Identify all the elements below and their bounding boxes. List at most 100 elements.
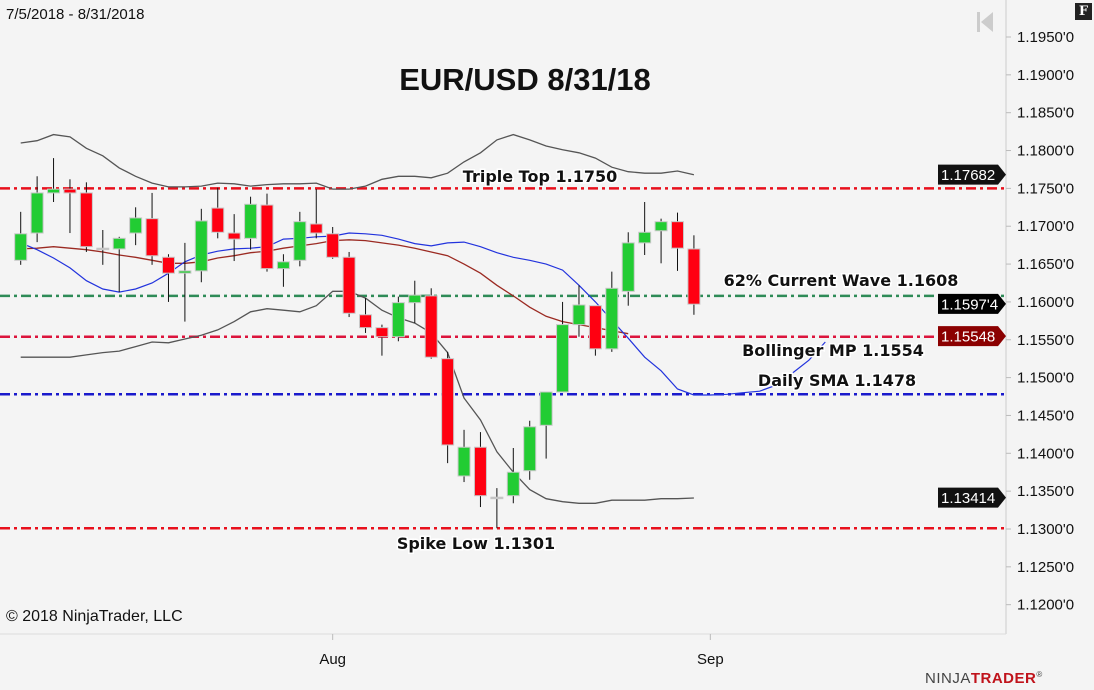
candle-body bbox=[211, 207, 225, 233]
candle bbox=[654, 218, 668, 264]
candle bbox=[260, 193, 274, 272]
candle bbox=[375, 324, 389, 356]
candle-body bbox=[14, 233, 28, 261]
y-tick-label: 1.1900'0 bbox=[1017, 67, 1074, 84]
candle-body bbox=[375, 327, 389, 338]
candle bbox=[359, 298, 373, 333]
candle-body bbox=[473, 446, 487, 497]
candle-body bbox=[342, 256, 356, 314]
price-marker bbox=[938, 487, 1006, 508]
y-tick-label: 1.1850'0 bbox=[1017, 105, 1074, 122]
price-marker-label: 1.1597'4 bbox=[941, 296, 998, 313]
price-marker-label: 1.15548 bbox=[941, 329, 995, 346]
candle bbox=[391, 296, 405, 342]
candle bbox=[506, 447, 520, 504]
level-label: Spike Low 1.1301 bbox=[397, 534, 555, 553]
candle-body bbox=[539, 391, 553, 426]
candle-body bbox=[194, 220, 208, 272]
candle bbox=[30, 176, 44, 243]
candle bbox=[621, 232, 635, 306]
y-tick-label: 1.1200'0 bbox=[1017, 597, 1074, 614]
candle-body bbox=[490, 496, 504, 500]
y-tick-label: 1.1650'0 bbox=[1017, 256, 1074, 273]
date-range: 7/5/2018 - 8/31/2018 bbox=[6, 6, 145, 23]
candle-body bbox=[309, 223, 323, 234]
candle bbox=[227, 214, 241, 262]
candle-body bbox=[260, 204, 274, 270]
logo-text-ninja: NINJA bbox=[925, 670, 971, 687]
price-marker-label: 1.13414 bbox=[941, 490, 995, 507]
candle bbox=[96, 230, 110, 265]
candle-body bbox=[638, 231, 652, 244]
candle bbox=[490, 488, 504, 529]
candle bbox=[112, 236, 126, 293]
candle bbox=[129, 207, 143, 246]
candle bbox=[441, 351, 455, 464]
candle bbox=[79, 182, 93, 252]
price-marker-label: 1.17682 bbox=[941, 167, 995, 184]
level-label: Triple Top 1.1750 bbox=[463, 167, 617, 186]
candle bbox=[523, 420, 537, 480]
candle-body bbox=[523, 426, 537, 472]
candle bbox=[293, 211, 307, 267]
candle bbox=[194, 208, 208, 283]
y-tick-label: 1.1300'0 bbox=[1017, 521, 1074, 538]
candle-body bbox=[588, 305, 602, 350]
f-button[interactable]: F bbox=[1075, 3, 1092, 20]
candle-body bbox=[326, 233, 340, 258]
candle bbox=[539, 391, 553, 459]
candle bbox=[145, 192, 159, 265]
candle bbox=[473, 432, 487, 508]
candle-body bbox=[112, 237, 126, 250]
candle-body bbox=[556, 324, 570, 393]
candle bbox=[47, 158, 61, 203]
candle-body bbox=[178, 270, 192, 274]
candle-body bbox=[424, 295, 438, 358]
candle bbox=[276, 254, 290, 287]
candle-body bbox=[605, 287, 619, 350]
copyright: © 2018 NinjaTrader, LLC bbox=[6, 608, 183, 625]
candle bbox=[605, 271, 619, 352]
candle bbox=[14, 211, 28, 265]
candle bbox=[63, 179, 77, 234]
candle-body bbox=[441, 358, 455, 446]
upper-band-line bbox=[20, 133, 695, 190]
candle-body bbox=[293, 221, 307, 261]
candle bbox=[342, 251, 356, 318]
candle-body bbox=[161, 256, 175, 274]
candle bbox=[161, 254, 175, 302]
logo-text-trader: TRADER bbox=[970, 670, 1037, 687]
candle bbox=[638, 202, 652, 255]
x-axis-ticks: Aug Sep bbox=[319, 634, 724, 668]
level-label: Bollinger MP 1.1554 bbox=[742, 341, 924, 360]
level-annotations: Triple Top 1.1750 62% Current Wave 1.1608… bbox=[395, 166, 960, 555]
y-tick-label: 1.1950'0 bbox=[1017, 29, 1074, 46]
candle bbox=[556, 301, 570, 393]
candle-body bbox=[79, 192, 93, 248]
candle bbox=[457, 429, 471, 483]
candle-body bbox=[30, 192, 44, 234]
y-tick-label: 1.1250'0 bbox=[1017, 559, 1074, 576]
candle-body bbox=[63, 188, 77, 194]
y-axis-ticks: 1.1950'0 1.1900'0 1.1850'0 1.1800'0 1.1750'0… bbox=[1006, 29, 1074, 614]
y-tick-label: 1.1350'0 bbox=[1017, 483, 1074, 500]
candle-body bbox=[572, 304, 586, 326]
chart-title: EUR/USD 8/31/18 bbox=[399, 62, 651, 97]
candle-body bbox=[244, 203, 258, 239]
candle bbox=[178, 242, 192, 322]
candle-body bbox=[359, 314, 373, 329]
candle bbox=[671, 212, 684, 271]
price-markers: 1.17682 1.1597'4 1.15548 1.13414 bbox=[938, 164, 1006, 508]
candle bbox=[326, 226, 340, 259]
candle bbox=[588, 305, 602, 356]
middle-band-line bbox=[20, 239, 629, 335]
y-tick-label: 1.1750'0 bbox=[1017, 180, 1074, 197]
y-tick-label: 1.1800'0 bbox=[1017, 143, 1074, 160]
level-label: 62% Current Wave 1.1608 bbox=[724, 271, 959, 290]
scroll-to-start-icon[interactable] bbox=[975, 10, 995, 34]
candle-body bbox=[506, 471, 520, 497]
y-tick-label: 1.1500'0 bbox=[1017, 370, 1074, 387]
y-tick-label: 1.1700'0 bbox=[1017, 218, 1074, 235]
candle bbox=[687, 235, 701, 315]
